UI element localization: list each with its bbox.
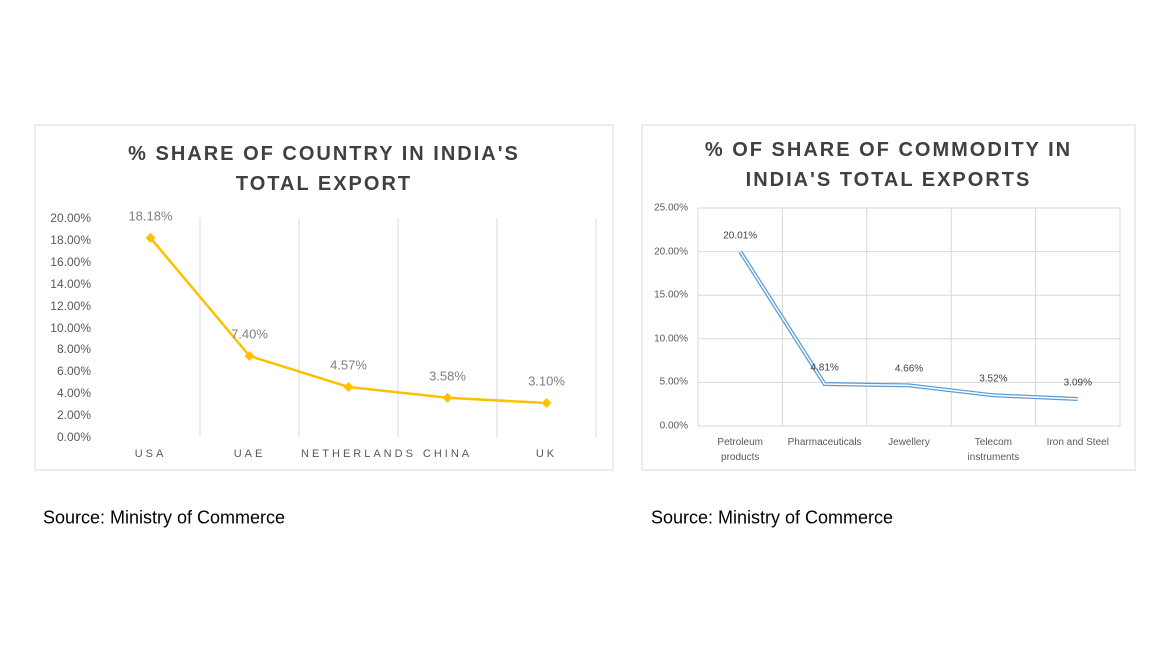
y-tick-label: 2.00%: [56, 408, 91, 423]
data-label: 4.57%: [330, 357, 367, 373]
y-tick-label: 5.00%: [659, 376, 688, 388]
y-tick-label: 14.00%: [50, 276, 91, 291]
x-tick-label: Pharmaceuticals: [787, 437, 862, 448]
y-tick-label: 0.00%: [56, 430, 91, 444]
source: Source: Ministry of Commerce: [651, 507, 894, 528]
data-label: 4.81%: [810, 362, 839, 374]
chart-frame: [34, 124, 614, 471]
data-label: 20.01%: [723, 230, 758, 241]
data-label: 3.10%: [528, 373, 565, 389]
y-tick-label: 8.00%: [56, 342, 91, 357]
y-tick-label: 25.00%: [654, 202, 688, 214]
y-tick-label: 20.00%: [50, 211, 91, 225]
marker: [442, 392, 453, 403]
data-label: 3.58%: [429, 368, 466, 384]
x-tick-label: NETHERLANDS: [301, 448, 416, 460]
x-tick-label: Jewellery: [888, 437, 930, 448]
x-tick-label: UK: [535, 448, 558, 460]
marker: [541, 398, 552, 409]
data-label: 3.09%: [1063, 377, 1092, 389]
y-tick-label: 6.00%: [56, 364, 91, 379]
y-tick-label: 18.00%: [50, 232, 91, 247]
y-tick-label: 20.00%: [654, 246, 688, 258]
chart-title: % OF SHARE OF COMMODITY IN INDIA'S TOTAL…: [704, 139, 1073, 191]
data-label: 3.52%: [979, 373, 1008, 385]
data-label: 7.40%: [231, 326, 268, 342]
marker: [145, 232, 156, 243]
marker: [244, 350, 255, 361]
x-tick-label: Telecom instruments: [967, 437, 1020, 463]
data-label: 18.18%: [128, 208, 173, 224]
chart-frame: [641, 124, 1136, 471]
x-tick-label: Iron and Steel: [1046, 437, 1109, 448]
x-tick-label: USA: [134, 448, 167, 460]
y-tick-label: 15.00%: [654, 289, 688, 301]
y-tick-label: 0.00%: [659, 420, 688, 432]
y-tick-label: 4.00%: [56, 386, 91, 401]
x-tick-label: CHINA: [422, 448, 473, 460]
y-tick-label: 16.00%: [50, 254, 91, 269]
y-tick-label: 10.00%: [654, 333, 688, 345]
x-tick-label: UAE: [233, 448, 266, 460]
y-tick-label: 10.00%: [50, 320, 91, 335]
marker: [343, 381, 354, 392]
x-tick-label: Petroleum products: [717, 437, 763, 463]
series-line-inner: [739, 251, 1078, 400]
y-tick-label: 12.00%: [50, 298, 91, 313]
chart-title: % SHARE OF COUNTRY IN INDIA'S TOTAL EXPO…: [128, 143, 520, 195]
source: Source: Ministry of Commerce: [43, 507, 286, 528]
data-label: 4.66%: [894, 363, 924, 375]
